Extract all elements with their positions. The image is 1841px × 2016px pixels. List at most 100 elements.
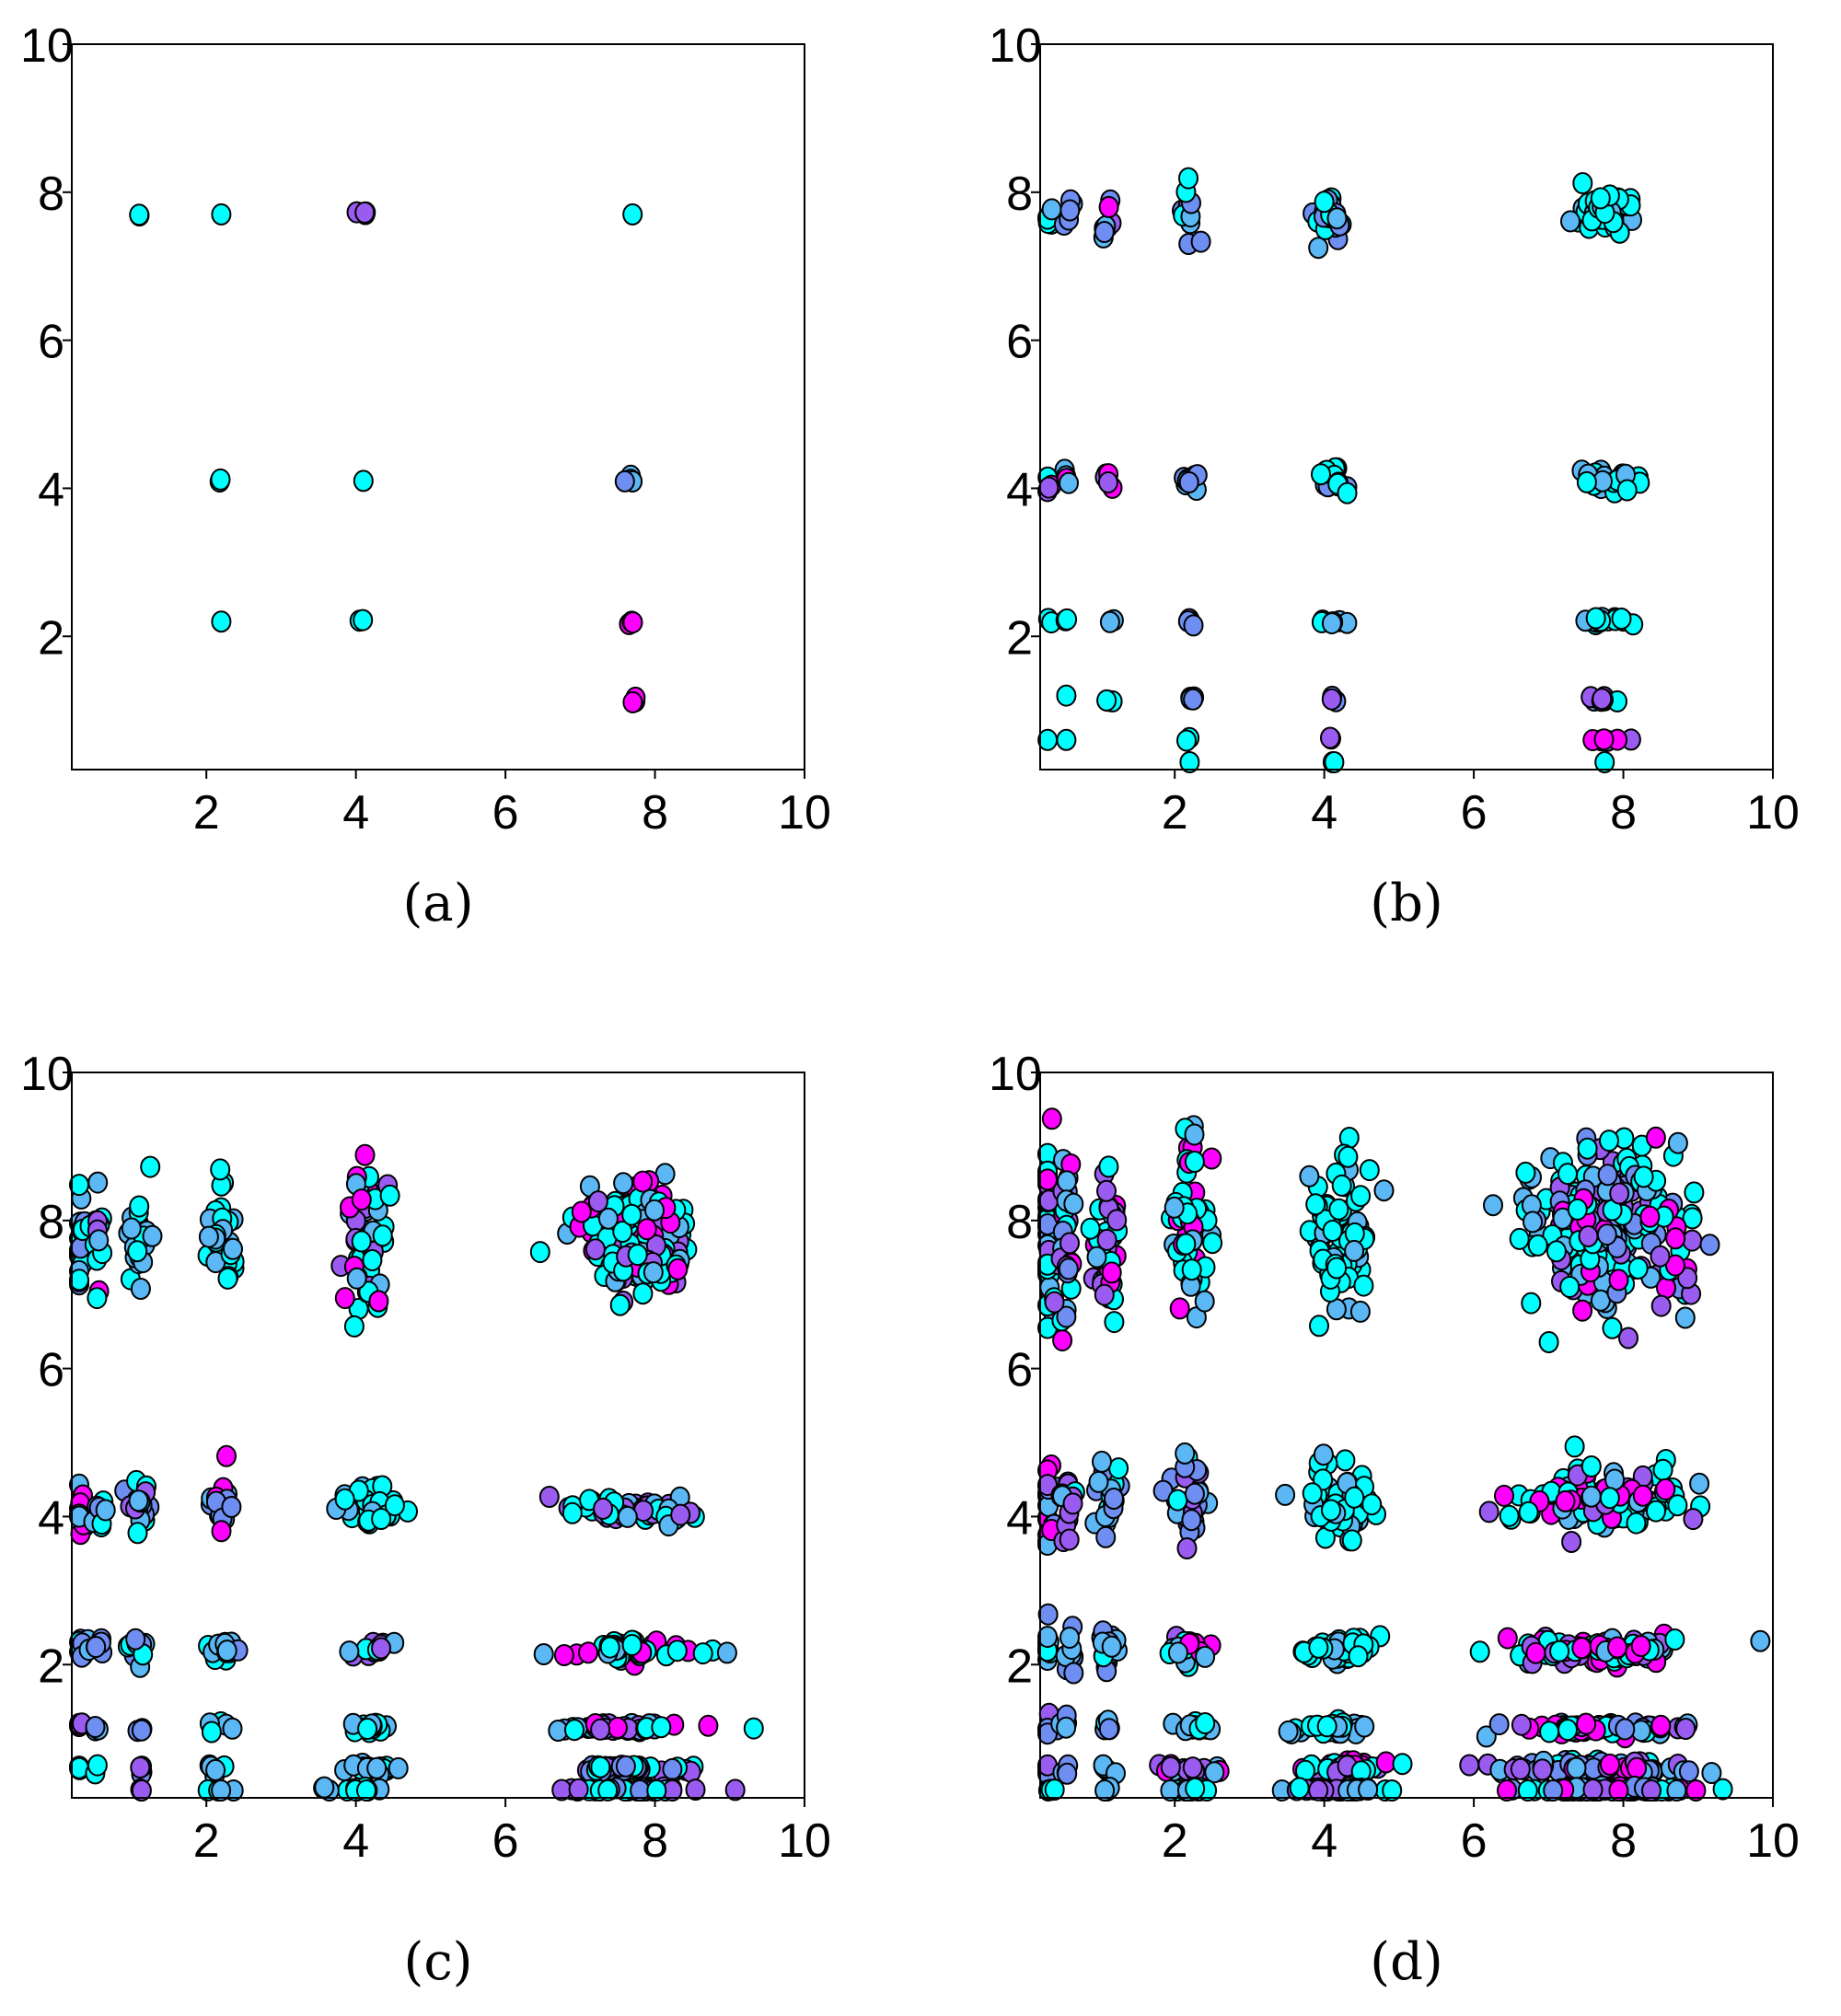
scatter-point [1571, 1637, 1592, 1660]
scatter-point [351, 1188, 372, 1211]
scatter-point [1088, 1470, 1109, 1493]
scatter-point [354, 1143, 376, 1166]
scatter-point [622, 611, 643, 634]
x-tick-label: 8 [642, 786, 668, 840]
scatter-point [1572, 172, 1593, 194]
scatter-point [1181, 1258, 1202, 1281]
scatter-point [1097, 471, 1118, 493]
scatter-point [1056, 728, 1077, 751]
scatter-point [1101, 1635, 1122, 1658]
scatter-point [1176, 1537, 1198, 1559]
scatter-point [1038, 476, 1059, 499]
scatter-point [1358, 1778, 1379, 1801]
scatter-point [568, 1778, 589, 1801]
scatter-point [88, 1229, 110, 1252]
scatter-point [1580, 1455, 1602, 1477]
scatter-point [1538, 1331, 1559, 1353]
y-tick-label: 8 [38, 1196, 64, 1249]
scatter-point [211, 1520, 232, 1543]
scatter-point [621, 1634, 643, 1656]
scatter-point [130, 1278, 151, 1300]
scatter-point [1604, 1468, 1626, 1491]
scatter-point [1321, 688, 1342, 711]
y-tick-label: 2 [1006, 611, 1033, 665]
scatter-point [1599, 1130, 1619, 1153]
scatter-point [646, 1779, 667, 1802]
x-tick-label: 10 [778, 1814, 831, 1868]
axis-ticks: 2 4 6 8 10 2 4 6 8 10 [20, 1048, 831, 1868]
scatter-point [1194, 1290, 1215, 1313]
scatter-point [211, 610, 232, 633]
scatter-point [1094, 221, 1115, 243]
scatter-point [1678, 1760, 1699, 1783]
scatter-point [129, 203, 150, 226]
scatter-point [1521, 1292, 1542, 1315]
scatter-point [599, 1636, 620, 1659]
scatter-point [1311, 463, 1331, 486]
scatter-point [578, 1641, 598, 1664]
scatter-point [585, 1238, 606, 1261]
scatter-point [1599, 1487, 1620, 1510]
scatter-point [1655, 1477, 1676, 1500]
scatter-point [1164, 1196, 1185, 1219]
scatter-point [130, 1756, 151, 1778]
scatter-point [142, 1224, 163, 1247]
scatter-point [223, 1237, 243, 1260]
scatter-point [357, 1718, 378, 1740]
scatter-point [1099, 610, 1120, 633]
scatter-point [87, 1171, 109, 1194]
scatter-point [1580, 1485, 1602, 1508]
x-tick-label: 10 [1746, 786, 1800, 840]
scatter-point [613, 1172, 634, 1195]
scatter-point [1560, 210, 1580, 233]
scatter-point [644, 1199, 665, 1222]
scatter-point [1056, 1305, 1077, 1328]
scatter-point [1185, 1777, 1206, 1800]
panel-b: 2 4 6 8 10 2 4 6 8 10 (b) [989, 19, 1800, 933]
y-tick-label: 2 [38, 1639, 64, 1693]
y-tick-label: 10 [989, 19, 1042, 73]
scatter-point [131, 1719, 152, 1742]
scatter-point [1683, 1508, 1704, 1531]
scatter-point [614, 469, 635, 492]
scatter-point [198, 1225, 219, 1248]
x-tick-label: 2 [1162, 786, 1188, 840]
scatter-point [1499, 1504, 1520, 1527]
scatter-point [1509, 1227, 1530, 1250]
scatter-point [125, 1628, 146, 1651]
scatter-point [593, 1497, 614, 1520]
scatter-point [1532, 1758, 1553, 1781]
scatter-point [339, 1640, 360, 1663]
scatter-point [1682, 1207, 1703, 1230]
scatter-point [1392, 1753, 1413, 1776]
scatter-point [140, 1155, 161, 1178]
scatter-point [1037, 1603, 1059, 1626]
scatter-point [1092, 1450, 1112, 1473]
scatter-point [1576, 470, 1597, 493]
scatter-point [1104, 1488, 1124, 1510]
scatter-point [1527, 1234, 1548, 1257]
scatter-point [1181, 1509, 1202, 1532]
scatter-point [1576, 1712, 1597, 1735]
scatter-point [1639, 1205, 1661, 1228]
scatter-point [222, 1717, 243, 1740]
scatter-point [1178, 167, 1198, 190]
scatter-point [1546, 1240, 1567, 1263]
scatter-point [95, 1499, 116, 1522]
scatter-point [1469, 1640, 1490, 1663]
scatter-point [1328, 1198, 1349, 1221]
scatter-point [1057, 1170, 1077, 1193]
scatter-point [1641, 1779, 1662, 1802]
scatter-point [1057, 608, 1078, 631]
scatter-point [1179, 751, 1200, 773]
scatter-point [1167, 1641, 1188, 1664]
scatter-point [1602, 1316, 1623, 1339]
scatter-point [1331, 1174, 1352, 1197]
scatter-point [127, 1522, 148, 1545]
y-tick-label: 6 [38, 316, 64, 369]
scatter-point [1178, 471, 1199, 493]
y-tick-label: 8 [1006, 168, 1033, 221]
scatter-point [1478, 1500, 1499, 1524]
scatter-point [1326, 1257, 1348, 1280]
scatter-point [1098, 1718, 1119, 1741]
